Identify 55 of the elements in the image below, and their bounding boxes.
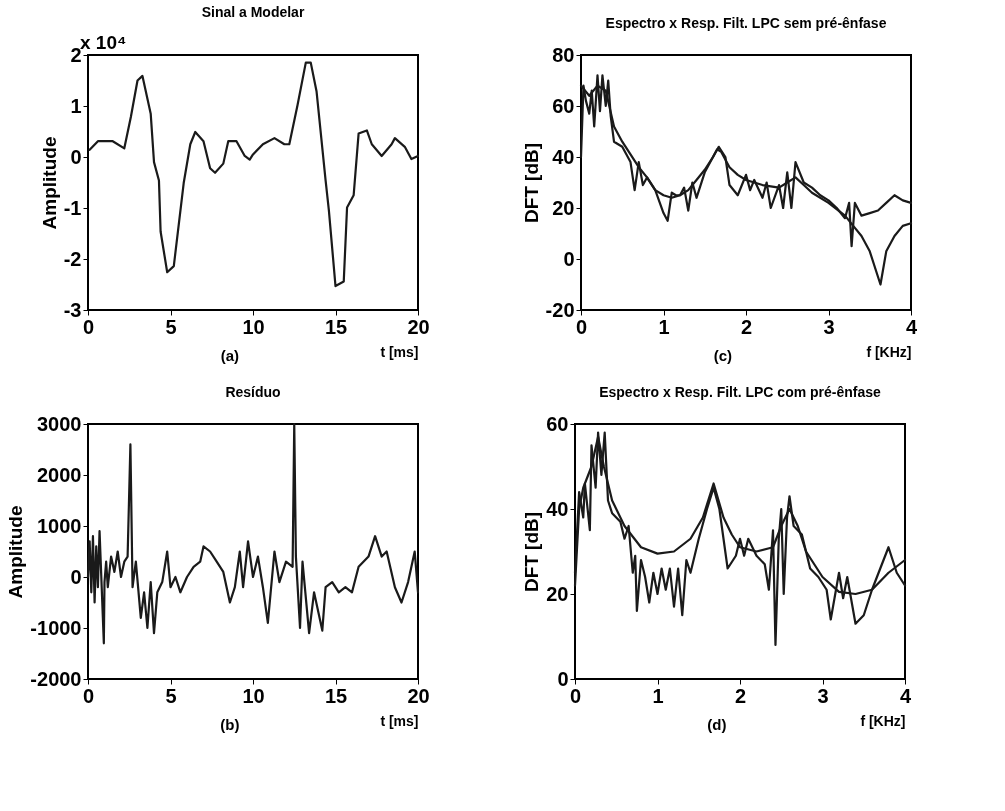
y-tick-label: 0: [563, 247, 575, 270]
y-axis-title: DFT [dB]: [521, 511, 543, 593]
x-tick-label: 4: [899, 684, 912, 707]
x-tick-label: 20: [407, 684, 430, 707]
text: x 10⁴: [80, 32, 127, 53]
x-tick-label: 15: [324, 684, 348, 707]
y-tick-label: -1: [63, 196, 82, 219]
y-tick-label: 40: [552, 145, 575, 168]
y-tick-label: 1: [70, 94, 82, 117]
y-axis-title: Amplitude: [5, 505, 27, 599]
x-axis-title: t [ms]: [380, 712, 419, 729]
x-tick-label: 15: [324, 315, 348, 338]
y-axis-title: Amplitude: [38, 136, 60, 230]
x-axis-title: t [ms]: [380, 343, 419, 360]
y-tick-label: 20: [552, 196, 575, 219]
y-tick-label: 60: [552, 94, 575, 117]
y-tick-label: 2: [70, 43, 82, 66]
x-tick-label: 5: [165, 684, 177, 707]
chart-title: Sinal a Modelar: [201, 4, 305, 20]
y-tick-label: 80: [552, 43, 575, 66]
y-tick-label: 0: [557, 667, 569, 690]
y-tick-label: 40: [546, 497, 569, 520]
y-tick-label: 1000: [37, 514, 82, 537]
y-axis-title: DFT [dB]: [520, 142, 542, 224]
y-tick-label: 2000: [37, 463, 82, 486]
x-tick-label: 2: [734, 684, 747, 707]
chart-title: Resíduo: [225, 384, 281, 400]
x-tick-label: 3: [817, 684, 829, 707]
y-tick-label: -2: [63, 247, 82, 270]
y-tick-label: 0: [70, 145, 82, 168]
y-tick-label: -3: [63, 298, 82, 321]
x-tick-label: 10: [242, 684, 265, 707]
x-tick-label: 1: [658, 315, 670, 338]
y-tick-label: 0: [70, 565, 82, 588]
text: (c): [713, 347, 733, 364]
y-tick-label: 60: [546, 412, 569, 435]
y-tick-label: 3000: [37, 412, 82, 435]
y-tick-label: 20: [546, 582, 569, 605]
x-tick-label: 3: [823, 315, 835, 338]
x-tick-label: 1: [652, 684, 664, 707]
x-tick-label: 10: [242, 315, 265, 338]
y-tick-label: -2000: [30, 667, 82, 690]
text: (b): [220, 716, 240, 733]
y-tick-label: -1000: [30, 616, 82, 639]
x-tick-label: 4: [905, 315, 918, 338]
text: (d): [707, 716, 727, 733]
chart-title: Espectro x Resp. Filt. LPC sem pré-ênfase: [605, 15, 887, 31]
chart-title: Espectro x Resp. Filt. LPC com pré-ênfase: [599, 384, 882, 400]
x-axis-title: f [KHz]: [866, 343, 912, 360]
x-tick-label: 5: [165, 315, 177, 338]
x-axis-title: f [KHz]: [860, 712, 906, 729]
text: (a): [220, 347, 240, 364]
x-tick-label: 20: [407, 315, 430, 338]
y-tick-label: -20: [545, 298, 575, 321]
x-tick-label: 2: [740, 315, 753, 338]
